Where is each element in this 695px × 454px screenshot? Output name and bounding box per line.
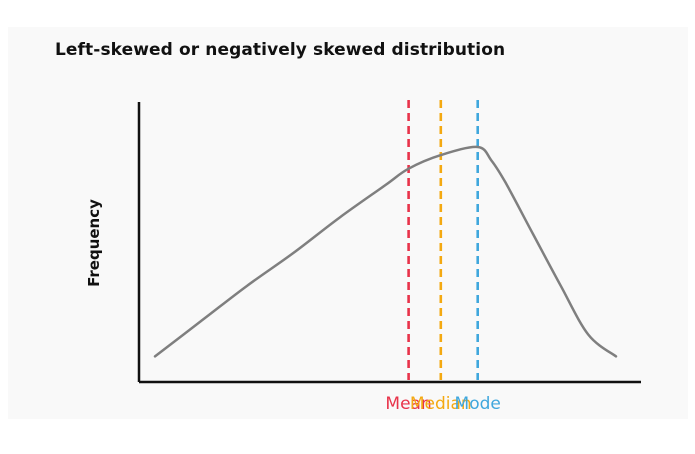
chart-title: Left-skewed or negatively skewed distrib… [55, 40, 506, 60]
marker-label-mode: Mode [455, 394, 501, 414]
marker-label-mean: Mean [385, 394, 431, 414]
marker-label-median: Median [410, 394, 472, 414]
stat-markers [407, 100, 480, 380]
distribution-curve [153, 145, 618, 358]
chart-panel [8, 27, 688, 419]
